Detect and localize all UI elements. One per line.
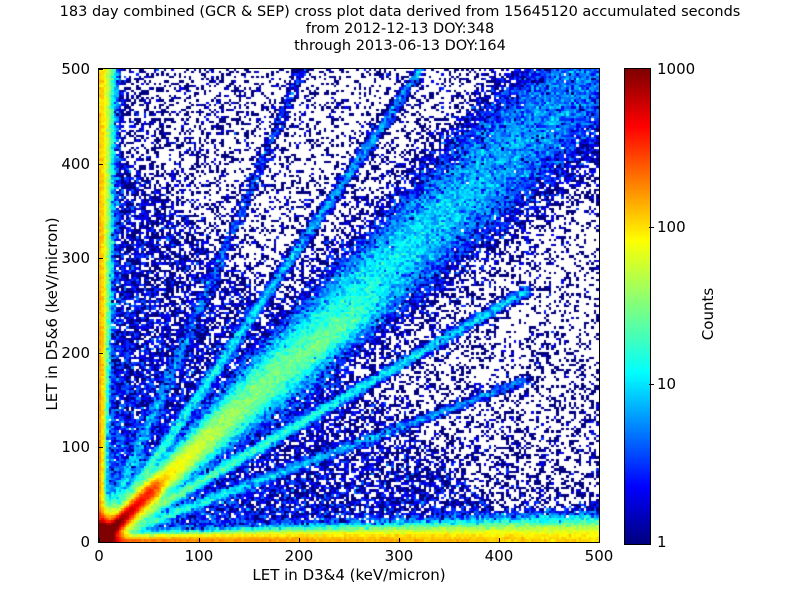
title-line-2: from 2012-12-13 DOY:348 bbox=[305, 21, 495, 37]
colorbar-label: Counts bbox=[699, 287, 717, 341]
x-ticklabel-300: 300 bbox=[384, 547, 414, 565]
x-axis-label: LET in D3&4 (keV/micron) bbox=[252, 566, 446, 584]
y-ticklabel-0: 0 bbox=[80, 533, 90, 551]
x-ticklabel-0: 0 bbox=[94, 547, 104, 565]
y-ticklabel-400: 400 bbox=[61, 154, 90, 173]
colorbar bbox=[624, 68, 651, 545]
colorbar-ticklabel-10: 10 bbox=[657, 375, 677, 394]
y-tick-400 bbox=[98, 163, 103, 165]
x-tick-200 bbox=[299, 538, 300, 543]
x-tick-100 bbox=[199, 538, 200, 543]
colorbar-ticklabel-1000: 1000 bbox=[657, 60, 696, 78]
x-ticklabel-200: 200 bbox=[284, 547, 314, 565]
title-line-1: 183 day combined (GCR & SEP) cross plot … bbox=[59, 4, 741, 20]
colorbar-gradient bbox=[624, 68, 651, 545]
y-tick-200 bbox=[98, 352, 103, 354]
colorbar-tick-10 bbox=[649, 384, 654, 386]
x-ticklabel-100: 100 bbox=[184, 547, 214, 565]
y-tick-100 bbox=[98, 447, 103, 449]
x-tick-400 bbox=[499, 538, 500, 543]
x-ticklabel-500: 500 bbox=[584, 547, 614, 565]
y-tick-300 bbox=[98, 258, 103, 260]
y-ticklabel-200: 200 bbox=[61, 343, 90, 362]
title-line-3: through 2013-06-13 DOY:164 bbox=[294, 38, 506, 54]
colorbar-tick-100 bbox=[649, 226, 654, 228]
scatter-heatmap bbox=[99, 69, 599, 542]
y-axis-label: LET in D5&6 (keV/micron) bbox=[43, 217, 61, 411]
figure-title: 183 day combined (GCR & SEP) cross plot … bbox=[0, 4, 800, 55]
x-tick-500 bbox=[599, 538, 600, 543]
colorbar-ticklabel-100: 100 bbox=[657, 217, 686, 236]
y-ticklabel-100: 100 bbox=[61, 438, 90, 457]
y-ticklabel-300: 300 bbox=[61, 249, 90, 268]
x-ticklabel-400: 400 bbox=[484, 547, 514, 565]
y-tick-0 bbox=[98, 542, 103, 543]
x-tick-0 bbox=[99, 538, 100, 543]
plot-area bbox=[98, 68, 600, 543]
y-ticklabel-500: 500 bbox=[61, 60, 90, 78]
y-tick-500 bbox=[98, 69, 103, 70]
colorbar-ticklabel-1: 1 bbox=[657, 533, 667, 551]
x-tick-300 bbox=[399, 538, 400, 543]
